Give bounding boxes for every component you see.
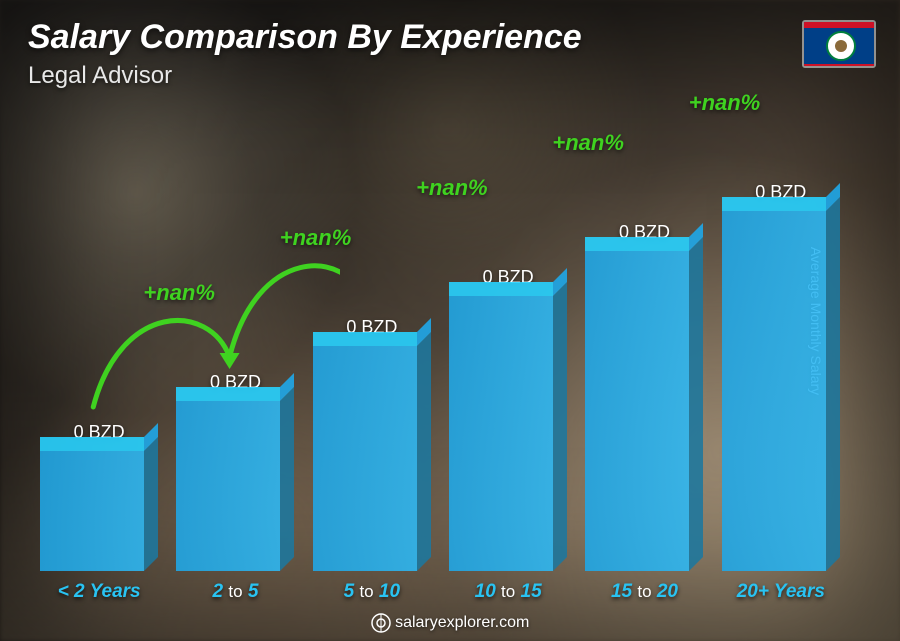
x-axis-label: 20+ Years bbox=[722, 581, 840, 603]
x-axis-label: 2 to 5 bbox=[176, 581, 294, 603]
bar bbox=[722, 211, 840, 571]
chart-subtitle: Legal Advisor bbox=[28, 62, 172, 90]
bar-slot: 0 BZD bbox=[40, 422, 158, 571]
x-axis-labels: < 2 Years 2 to 5 5 to 10 10 to 15 15 to 20 20… bbox=[40, 581, 840, 603]
logo-icon bbox=[371, 613, 391, 633]
bar-slot: 0 BZD bbox=[176, 372, 294, 571]
bar bbox=[585, 251, 703, 571]
x-axis-label: < 2 Years bbox=[40, 581, 158, 603]
bar-slot: 0 BZD bbox=[313, 317, 431, 571]
bar-chart: 0 BZD0 BZD0 BZD0 BZD0 BZD0 BZD bbox=[40, 111, 840, 571]
x-axis-label: 15 to 20 bbox=[585, 581, 703, 603]
chart-title: Salary Comparison By Experience bbox=[28, 18, 582, 57]
footer-attribution: salaryexplorer.com bbox=[0, 613, 900, 633]
country-flag-belize bbox=[802, 20, 876, 68]
x-axis-label: 10 to 15 bbox=[449, 581, 567, 603]
bar-slot: 0 BZD bbox=[722, 182, 840, 571]
bar bbox=[176, 401, 294, 571]
bar bbox=[313, 346, 431, 571]
footer-text: salaryexplorer.com bbox=[395, 614, 529, 631]
bar bbox=[40, 451, 158, 571]
bar-slot: 0 BZD bbox=[449, 267, 567, 571]
x-axis-label: 5 to 10 bbox=[313, 581, 431, 603]
bar bbox=[449, 296, 567, 571]
bar-slot: 0 BZD bbox=[585, 222, 703, 571]
